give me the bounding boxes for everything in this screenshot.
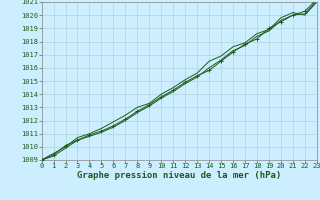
X-axis label: Graphe pression niveau de la mer (hPa): Graphe pression niveau de la mer (hPa) (77, 171, 281, 180)
